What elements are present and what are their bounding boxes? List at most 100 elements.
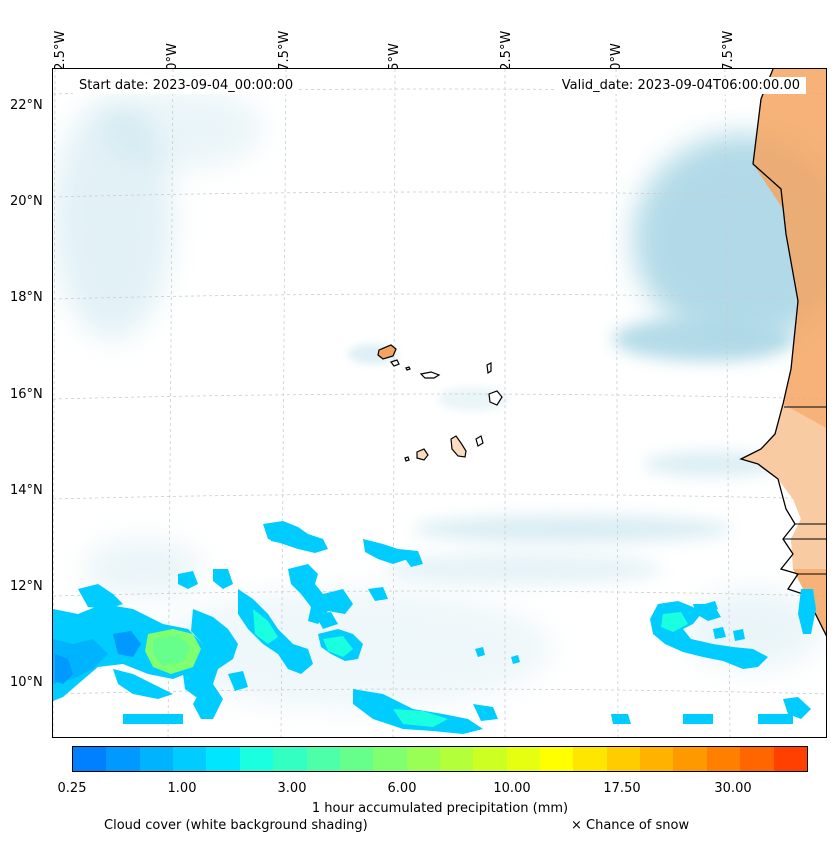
precip-cell — [263, 521, 328, 553]
meridian — [724, 69, 731, 737]
precip-cell — [393, 709, 448, 727]
cloud-cover-legend: Cloud cover (white background shading) — [104, 818, 368, 833]
precip-cell — [683, 714, 713, 724]
colorbar-tick-label: 30.00 — [714, 781, 752, 796]
cloud-patch — [413, 515, 733, 543]
cloud-patch — [613, 317, 793, 361]
precip-cell — [178, 571, 198, 589]
cape-verde-islands — [377, 344, 503, 462]
valid-date-label: Valid_date: 2023-09-04T06:00:00.00 — [555, 77, 806, 94]
precip-cell — [213, 569, 233, 589]
parallel — [53, 590, 826, 597]
lat-label: 22°N — [10, 98, 43, 113]
precip-cell — [288, 564, 353, 624]
africa-land-highlight — [741, 404, 826, 569]
colorbar-segment — [740, 747, 774, 771]
island-fogo — [416, 448, 429, 461]
precip-cell — [153, 635, 191, 666]
meridian — [392, 69, 396, 737]
precip-cell — [253, 609, 278, 644]
lat-label: 16°N — [10, 387, 43, 402]
lat-label: 18°N — [10, 290, 43, 305]
precip-cell — [368, 587, 388, 601]
colorbar-segment — [273, 747, 307, 771]
meridian — [280, 69, 287, 737]
colorbar-segment — [406, 747, 440, 771]
colorbar-tick-label: 1.00 — [167, 781, 197, 796]
precip-cell — [123, 714, 183, 724]
island-brava — [404, 456, 410, 462]
precip-cell — [611, 714, 631, 724]
precip-cell — [733, 629, 745, 641]
colorbar-segment — [506, 747, 541, 771]
precip-cell — [758, 714, 793, 724]
map-canvas — [53, 69, 826, 737]
africa-coastline — [739, 69, 826, 637]
colorbar-tick-label: 10.00 — [493, 781, 531, 796]
island-sao-nicolau — [419, 371, 441, 379]
lat-label: 12°N — [10, 579, 43, 594]
parallel — [53, 191, 826, 198]
colorbar-segment — [139, 747, 174, 771]
colorbar-segment — [673, 747, 707, 771]
precip-cell — [511, 655, 520, 664]
country-border — [783, 406, 826, 575]
precip-cell — [475, 647, 485, 657]
meridian — [615, 69, 619, 737]
island-sal — [486, 362, 492, 375]
cloud-patch — [103, 89, 263, 169]
colorbar-tick-label: 17.50 — [603, 781, 641, 796]
precip-cell — [113, 669, 173, 699]
precip-cell — [315, 612, 338, 629]
colorbar-title: 1 hour accumulated precipitation (mm) — [311, 801, 569, 816]
colorbar-segment — [540, 747, 574, 771]
precip-cell — [661, 612, 688, 632]
island-santo-antao — [377, 344, 397, 360]
colorbar-segment — [306, 747, 340, 771]
colorbar-segment — [73, 747, 107, 771]
colorbar-segment — [640, 747, 674, 771]
island-santa-luzia — [405, 366, 411, 371]
island-sao-vicente — [390, 359, 400, 367]
precip-cell — [78, 584, 123, 609]
start-date-label: Start date: 2023-09-04_00:00:00 — [73, 77, 300, 94]
colorbar-segment — [173, 747, 207, 771]
colorbar-segment — [206, 747, 240, 771]
map-panel[interactable]: Start date: 2023-09-04_00:00:00 Valid_da… — [52, 68, 827, 738]
cloud-patch — [83, 539, 203, 599]
precip-cell — [363, 539, 408, 564]
parallel — [53, 493, 826, 500]
precip-cell — [705, 601, 718, 612]
precip-cluster-center — [263, 521, 520, 734]
parallel — [53, 393, 826, 400]
precip-cell — [713, 627, 726, 639]
precip-cell — [798, 589, 816, 634]
colorbar-segment — [373, 747, 407, 771]
precip-cell — [783, 697, 811, 719]
precip-cell — [238, 589, 313, 674]
precip-cell — [398, 549, 423, 567]
precip-cell — [323, 636, 353, 657]
lat-label: 14°N — [10, 483, 43, 498]
colorbar-tick-label: 6.00 — [387, 781, 417, 796]
colorbar-segment — [439, 747, 474, 771]
parallel — [53, 293, 826, 300]
colorbar-segment — [573, 747, 607, 771]
precip-cluster-east — [611, 589, 816, 724]
colorbar-segment — [339, 747, 374, 771]
island-maio — [475, 435, 484, 447]
precipitation-colorbar — [72, 746, 808, 772]
precip-cell — [113, 631, 141, 657]
colorbar-segment — [239, 747, 274, 771]
precip-cell — [55, 654, 73, 684]
colorbar-tick-label: 3.00 — [277, 781, 307, 796]
colorbar-segment — [106, 747, 140, 771]
precip-cluster-west — [53, 584, 213, 724]
island-santiago — [450, 435, 467, 458]
colorbar-segment — [773, 747, 807, 771]
snow-legend: × Chance of snow — [571, 818, 690, 833]
precipitation-layer — [53, 521, 816, 734]
colorbar-segment — [473, 747, 507, 771]
colorbar-segment — [706, 747, 741, 771]
island-boa-vista — [488, 390, 503, 406]
